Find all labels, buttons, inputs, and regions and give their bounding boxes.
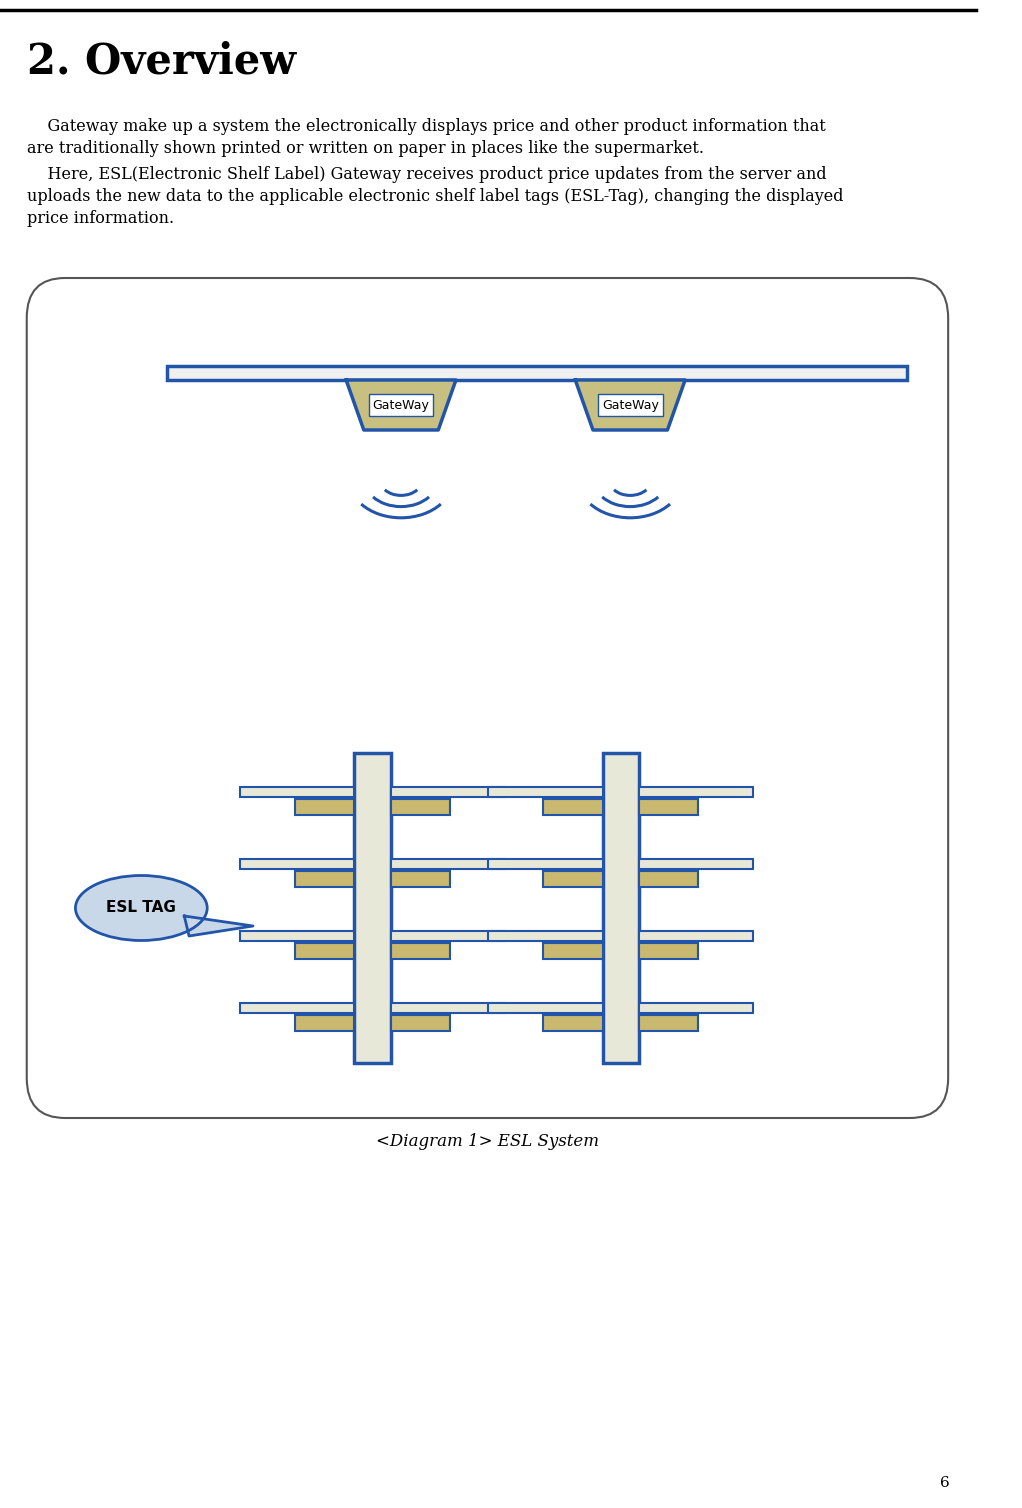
Bar	[390, 944, 450, 959]
Bar	[390, 932, 505, 941]
Text: are traditionally shown printed or written on paper in places like the supermark: are traditionally shown printed or writt…	[27, 140, 704, 157]
Text: GateWay: GateWay	[373, 398, 429, 412]
Text: uploads the new data to the applicable electronic shelf label tags (ESL-Tag), ch: uploads the new data to the applicable e…	[27, 188, 843, 205]
FancyBboxPatch shape	[27, 277, 948, 1117]
Bar	[639, 799, 698, 814]
Bar	[639, 1003, 753, 1013]
Bar	[240, 787, 355, 798]
Bar	[639, 860, 753, 869]
Bar	[295, 944, 355, 959]
Bar	[487, 1003, 603, 1013]
Bar	[639, 944, 698, 959]
Bar	[240, 1003, 355, 1013]
Text: ESL TAG: ESL TAG	[106, 900, 176, 915]
Bar	[544, 799, 603, 814]
Text: price information.: price information.	[27, 210, 174, 228]
Bar	[390, 1015, 450, 1031]
Bar	[487, 860, 603, 869]
Bar	[355, 752, 390, 1063]
Text: 2. Overview: 2. Overview	[27, 41, 295, 81]
Bar	[598, 394, 662, 416]
Bar	[295, 872, 355, 887]
Text: Here, ESL(Electronic Shelf Label) Gateway receives product price updates from th: Here, ESL(Electronic Shelf Label) Gatewa…	[27, 166, 827, 182]
Bar	[240, 860, 355, 869]
Bar	[487, 787, 603, 798]
Bar	[390, 872, 450, 887]
Polygon shape	[184, 915, 253, 936]
Bar	[639, 1015, 698, 1031]
Bar	[295, 1015, 355, 1031]
Bar	[168, 366, 908, 380]
Bar	[390, 860, 505, 869]
Bar	[639, 932, 753, 941]
Text: <Diagram 1> ESL System: <Diagram 1> ESL System	[376, 1133, 600, 1151]
Bar	[639, 872, 698, 887]
Bar	[544, 944, 603, 959]
Bar	[544, 872, 603, 887]
Text: 6: 6	[940, 1476, 950, 1490]
Bar	[544, 1015, 603, 1031]
Bar	[603, 752, 639, 1063]
Ellipse shape	[76, 876, 207, 941]
Text: Gateway make up a system the electronically displays price and other product inf: Gateway make up a system the electronica…	[27, 118, 826, 136]
Bar	[369, 394, 433, 416]
Polygon shape	[575, 380, 685, 430]
Bar	[390, 1003, 505, 1013]
Bar	[487, 932, 603, 941]
Text: GateWay: GateWay	[602, 398, 658, 412]
Bar	[390, 799, 450, 814]
Bar	[639, 787, 753, 798]
Polygon shape	[346, 380, 456, 430]
Bar	[295, 799, 355, 814]
Bar	[240, 932, 355, 941]
Bar	[390, 787, 505, 798]
